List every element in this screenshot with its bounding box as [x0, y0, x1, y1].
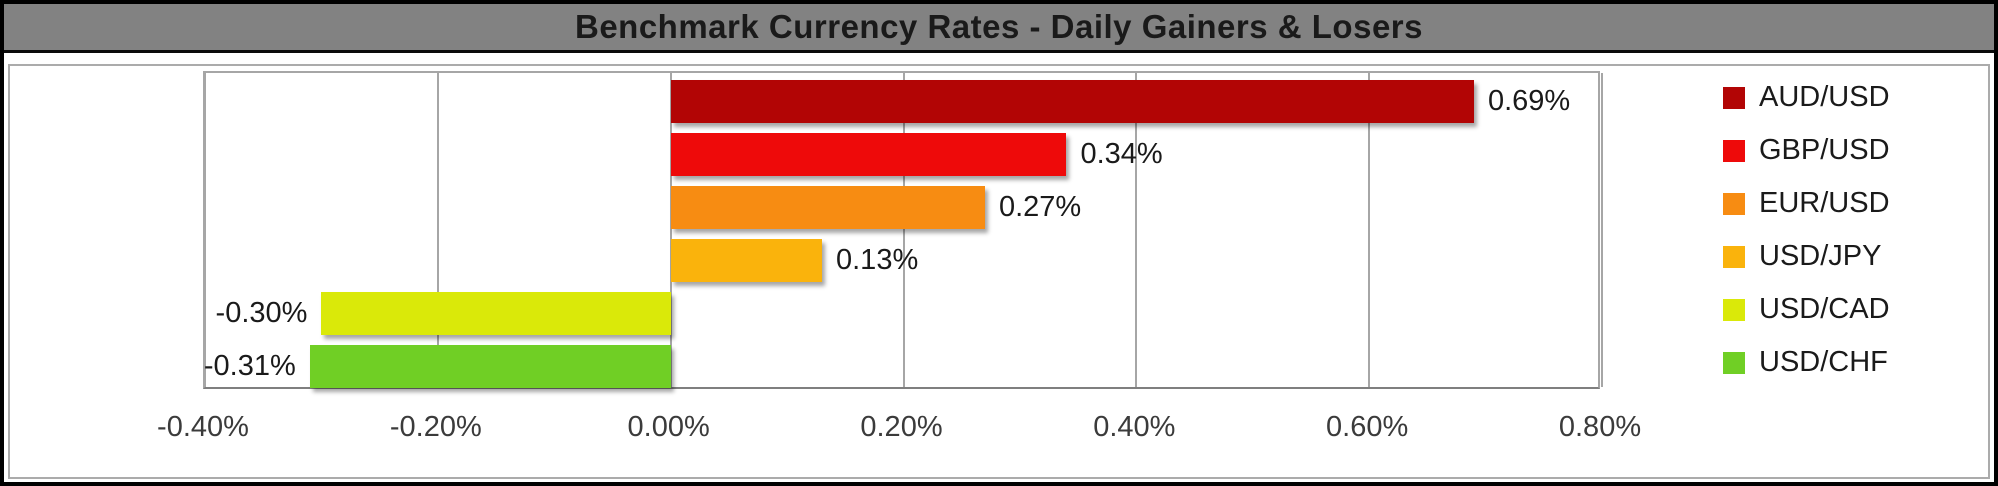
- chart-title: Benchmark Currency Rates - Daily Gainers…: [574, 8, 1423, 45]
- gridline: [204, 73, 206, 387]
- bar-value-label-aud-usd: 0.69%: [1487, 85, 1571, 117]
- bar-value-label-usd-jpy: 0.13%: [836, 244, 919, 276]
- gridline: [436, 73, 439, 387]
- legend-label-usd-jpy: USD/JPY: [1759, 240, 1882, 272]
- x-tick-label: 0.60%: [1326, 411, 1409, 443]
- legend-label-eur-usd: EUR/USD: [1759, 187, 1890, 219]
- bar-aud-usd: [670, 80, 1474, 123]
- legend-item-usd-jpy: USD/JPY: [1723, 230, 1881, 283]
- bar-value-label-eur-usd: 0.27%: [998, 191, 1082, 223]
- legend-item-eur-usd: EUR/USD: [1723, 177, 1890, 230]
- plot-area: 0.69% 0.34% 0.27% 0.13% -0.30% -0.31%: [203, 71, 1603, 389]
- legend-swatch-icon: [1723, 351, 1745, 374]
- x-axis: -0.40% -0.20% 0.00% 0.20% 0.40% 0.60% 0.80%: [157, 408, 1641, 446]
- bar-usd-jpy: [670, 239, 822, 282]
- legend-item-usd-chf: USD/CHF: [1723, 336, 1888, 389]
- gridline: [902, 73, 905, 387]
- x-tick-label: -0.40%: [157, 411, 249, 443]
- legend-swatch-icon: [1723, 298, 1745, 321]
- bar-value-label-usd-chf: -0.31%: [203, 350, 296, 382]
- x-tick-label: 0.00%: [627, 411, 710, 443]
- bar-eur-usd: [670, 186, 985, 229]
- gridline: [1368, 73, 1371, 387]
- legend-item-gbp-usd: GBP/USD: [1723, 124, 1890, 177]
- legend-label-gbp-usd: GBP/USD: [1759, 134, 1890, 166]
- x-tick-label: 0.40%: [1093, 411, 1176, 443]
- legend-swatch-icon: [1723, 139, 1745, 162]
- chart-title-band: Benchmark Currency Rates - Daily Gainers…: [4, 4, 1994, 53]
- x-tick-label: 0.20%: [860, 411, 943, 443]
- legend-item-usd-cad: USD/CAD: [1723, 283, 1890, 336]
- legend-label-usd-cad: USD/CAD: [1759, 293, 1890, 325]
- bar-value-label-usd-cad: -0.30%: [215, 297, 308, 329]
- legend-label-aud-usd: AUD/USD: [1759, 81, 1890, 113]
- legend-swatch-icon: [1723, 86, 1745, 109]
- bar-usd-cad: [321, 292, 671, 335]
- gridline: [669, 73, 672, 387]
- bar-gbp-usd: [670, 133, 1067, 176]
- gridline: [1135, 73, 1138, 387]
- legend-label-usd-chf: USD/CHF: [1759, 346, 1888, 378]
- x-tick-label: 0.80%: [1558, 411, 1642, 443]
- x-tick-label: -0.20%: [389, 411, 482, 443]
- bar-value-label-gbp-usd: 0.34%: [1080, 138, 1163, 170]
- gridline: [1601, 73, 1603, 387]
- bar-usd-chf: [309, 345, 671, 388]
- chart-canvas: 0.69% 0.34% 0.27% 0.13% -0.30% -0.31% -0.40% -…: [4, 56, 1994, 482]
- legend-swatch-icon: [1723, 245, 1745, 268]
- legend-item-aud-usd: AUD/USD: [1723, 71, 1890, 124]
- legend-swatch-icon: [1723, 192, 1745, 215]
